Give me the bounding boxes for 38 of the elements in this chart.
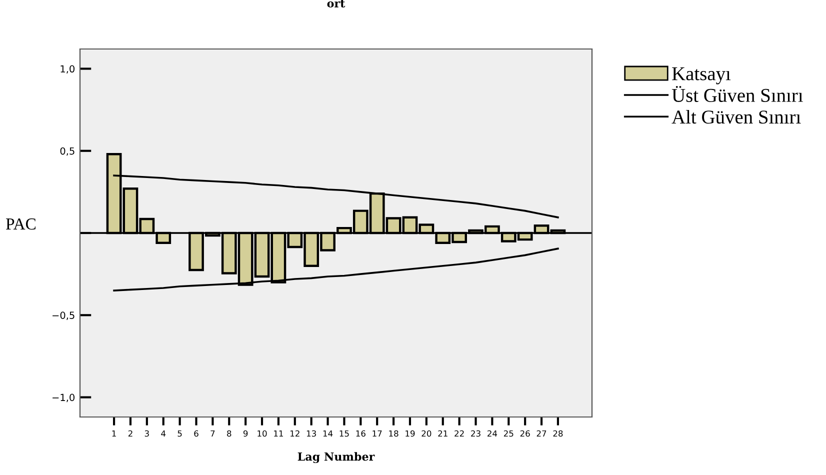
x-tick-label: 4 bbox=[161, 430, 166, 437]
x-tick-label: 9 bbox=[243, 430, 248, 437]
x-tick-label: 20 bbox=[422, 430, 432, 437]
x-tick-label: 28 bbox=[553, 430, 563, 437]
y-axis-title: PAC bbox=[6, 218, 36, 230]
legend-label: Alt Güven Sınırı bbox=[672, 110, 801, 124]
x-tick-label: 8 bbox=[227, 430, 232, 437]
x-tick-label: 14 bbox=[323, 430, 333, 437]
legend-label: Katsayı bbox=[672, 67, 731, 84]
x-tick-label: 18 bbox=[389, 430, 398, 437]
legend-label: Üst Güven Sınırı bbox=[672, 86, 803, 102]
x-tick-label: 26 bbox=[520, 430, 530, 437]
y-tick-label: 0,5 bbox=[60, 147, 74, 156]
x-tick-label: 11 bbox=[274, 430, 283, 437]
x-tick-label: 27 bbox=[536, 430, 546, 437]
x-tick-label: 3 bbox=[144, 430, 149, 437]
x-tick-label: 15 bbox=[340, 430, 349, 437]
x-tick-label: 22 bbox=[454, 430, 464, 437]
y-tick-label: 1,0 bbox=[60, 65, 74, 74]
x-tick-label: 17 bbox=[372, 430, 382, 437]
x-tick-label: 16 bbox=[356, 430, 366, 437]
x-tick-label: 25 bbox=[504, 430, 514, 437]
x-tick-label: 5 bbox=[178, 430, 182, 437]
chart-title: ort bbox=[327, 0, 346, 8]
x-tick-label: 13 bbox=[306, 430, 316, 437]
x-tick-label: 2 bbox=[128, 430, 132, 437]
x-tick-label: 21 bbox=[438, 430, 448, 437]
x-tick-label: 10 bbox=[258, 430, 267, 437]
x-tick-label: 6 bbox=[194, 430, 198, 437]
x-tick-label: 24 bbox=[488, 430, 498, 437]
x-tick-label: 19 bbox=[406, 430, 415, 437]
x-tick-label: 7 bbox=[210, 430, 215, 437]
x-tick-label: 12 bbox=[290, 430, 300, 437]
y-tick-label: −0,5 bbox=[52, 312, 74, 320]
x-tick-label: 23 bbox=[471, 430, 480, 437]
x-axis-title: Lag Number bbox=[298, 452, 375, 464]
y-tick-label: −1,0 bbox=[52, 394, 74, 402]
x-tick-label: 1 bbox=[112, 430, 116, 437]
